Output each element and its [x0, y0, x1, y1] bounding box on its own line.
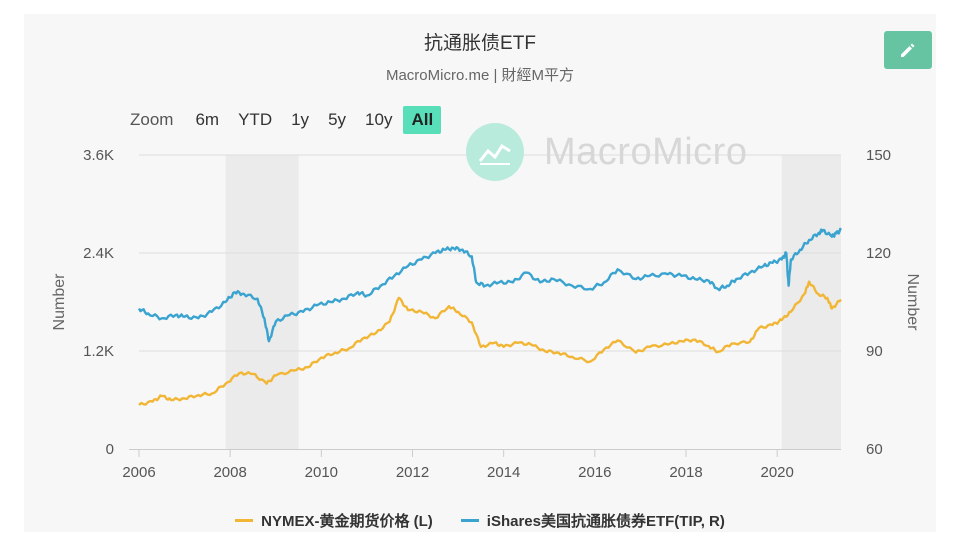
zoom-all-button[interactable]: All: [403, 106, 442, 134]
recession-band-1: [781, 155, 841, 449]
legend: NYMEX-黄金期货价格 (L) iShares美国抗通胀债券ETF(TIP, …: [0, 510, 960, 531]
zoom-10y-button[interactable]: 10y: [365, 110, 393, 129]
x-axis-tick-label: 2006: [122, 464, 155, 481]
watermark: MacroMicro: [466, 122, 747, 182]
legend-item-gold[interactable]: NYMEX-黄金期货价格 (L): [235, 510, 433, 531]
legend-label-tip: iShares美国抗通胀债券ETF(TIP, R): [486, 513, 725, 530]
legend-swatch-tip: [460, 519, 479, 522]
watermark-text: MacroMicro: [544, 130, 748, 173]
x-axis-tick-label: 2020: [760, 464, 793, 481]
right-axis-tick-label: 60: [866, 441, 883, 458]
right-axis-title: Number: [904, 274, 921, 332]
pencil-icon: [901, 43, 915, 57]
zoom-controls: Zoom 6m YTD 1y 5y 10y All: [130, 104, 444, 136]
legend-swatch-gold: [235, 519, 254, 522]
right-axis-tick-label: 150: [866, 147, 891, 164]
tip-etf-line: [137, 227, 842, 343]
right-axis-tick-label: 90: [866, 343, 883, 360]
gold-price-line: [138, 280, 842, 406]
zoom-6m-button[interactable]: 6m: [195, 110, 220, 129]
watermark-logo-icon: [466, 123, 524, 181]
x-axis-tick-label: 2012: [396, 464, 429, 481]
zoom-5y-button[interactable]: 5y: [328, 110, 347, 129]
left-axis-tick-label: 1.2K: [83, 343, 114, 360]
x-axis-tick-label: 2018: [669, 464, 702, 481]
left-axis-title: Number: [51, 273, 68, 331]
zoom-ytd-button[interactable]: YTD: [238, 110, 273, 129]
legend-label-gold: NYMEX-黄金期货价格 (L): [261, 513, 433, 530]
x-axis-tick-label: 2014: [487, 464, 520, 481]
x-axis-tick-label: 2008: [213, 464, 246, 481]
zoom-1y-button[interactable]: 1y: [291, 110, 310, 129]
left-axis-tick-label: 0: [106, 441, 114, 458]
recession-band-0: [225, 155, 299, 449]
left-axis-tick-label: 3.6K: [83, 147, 114, 164]
chart-subtitle: MacroMicro.me | 財經M平方: [385, 67, 575, 84]
right-axis-tick-label: 120: [866, 245, 891, 262]
legend-item-tip[interactable]: iShares美国抗通胀债券ETF(TIP, R): [460, 510, 725, 531]
x-axis-tick-label: 2016: [578, 464, 611, 481]
x-axis-tick-label: 2010: [305, 464, 338, 481]
left-axis-tick-label: 2.4K: [83, 245, 114, 262]
edit-button[interactable]: [884, 31, 932, 69]
chart-title: 抗通胀债ETF: [424, 33, 536, 54]
zoom-label: Zoom: [130, 110, 174, 129]
